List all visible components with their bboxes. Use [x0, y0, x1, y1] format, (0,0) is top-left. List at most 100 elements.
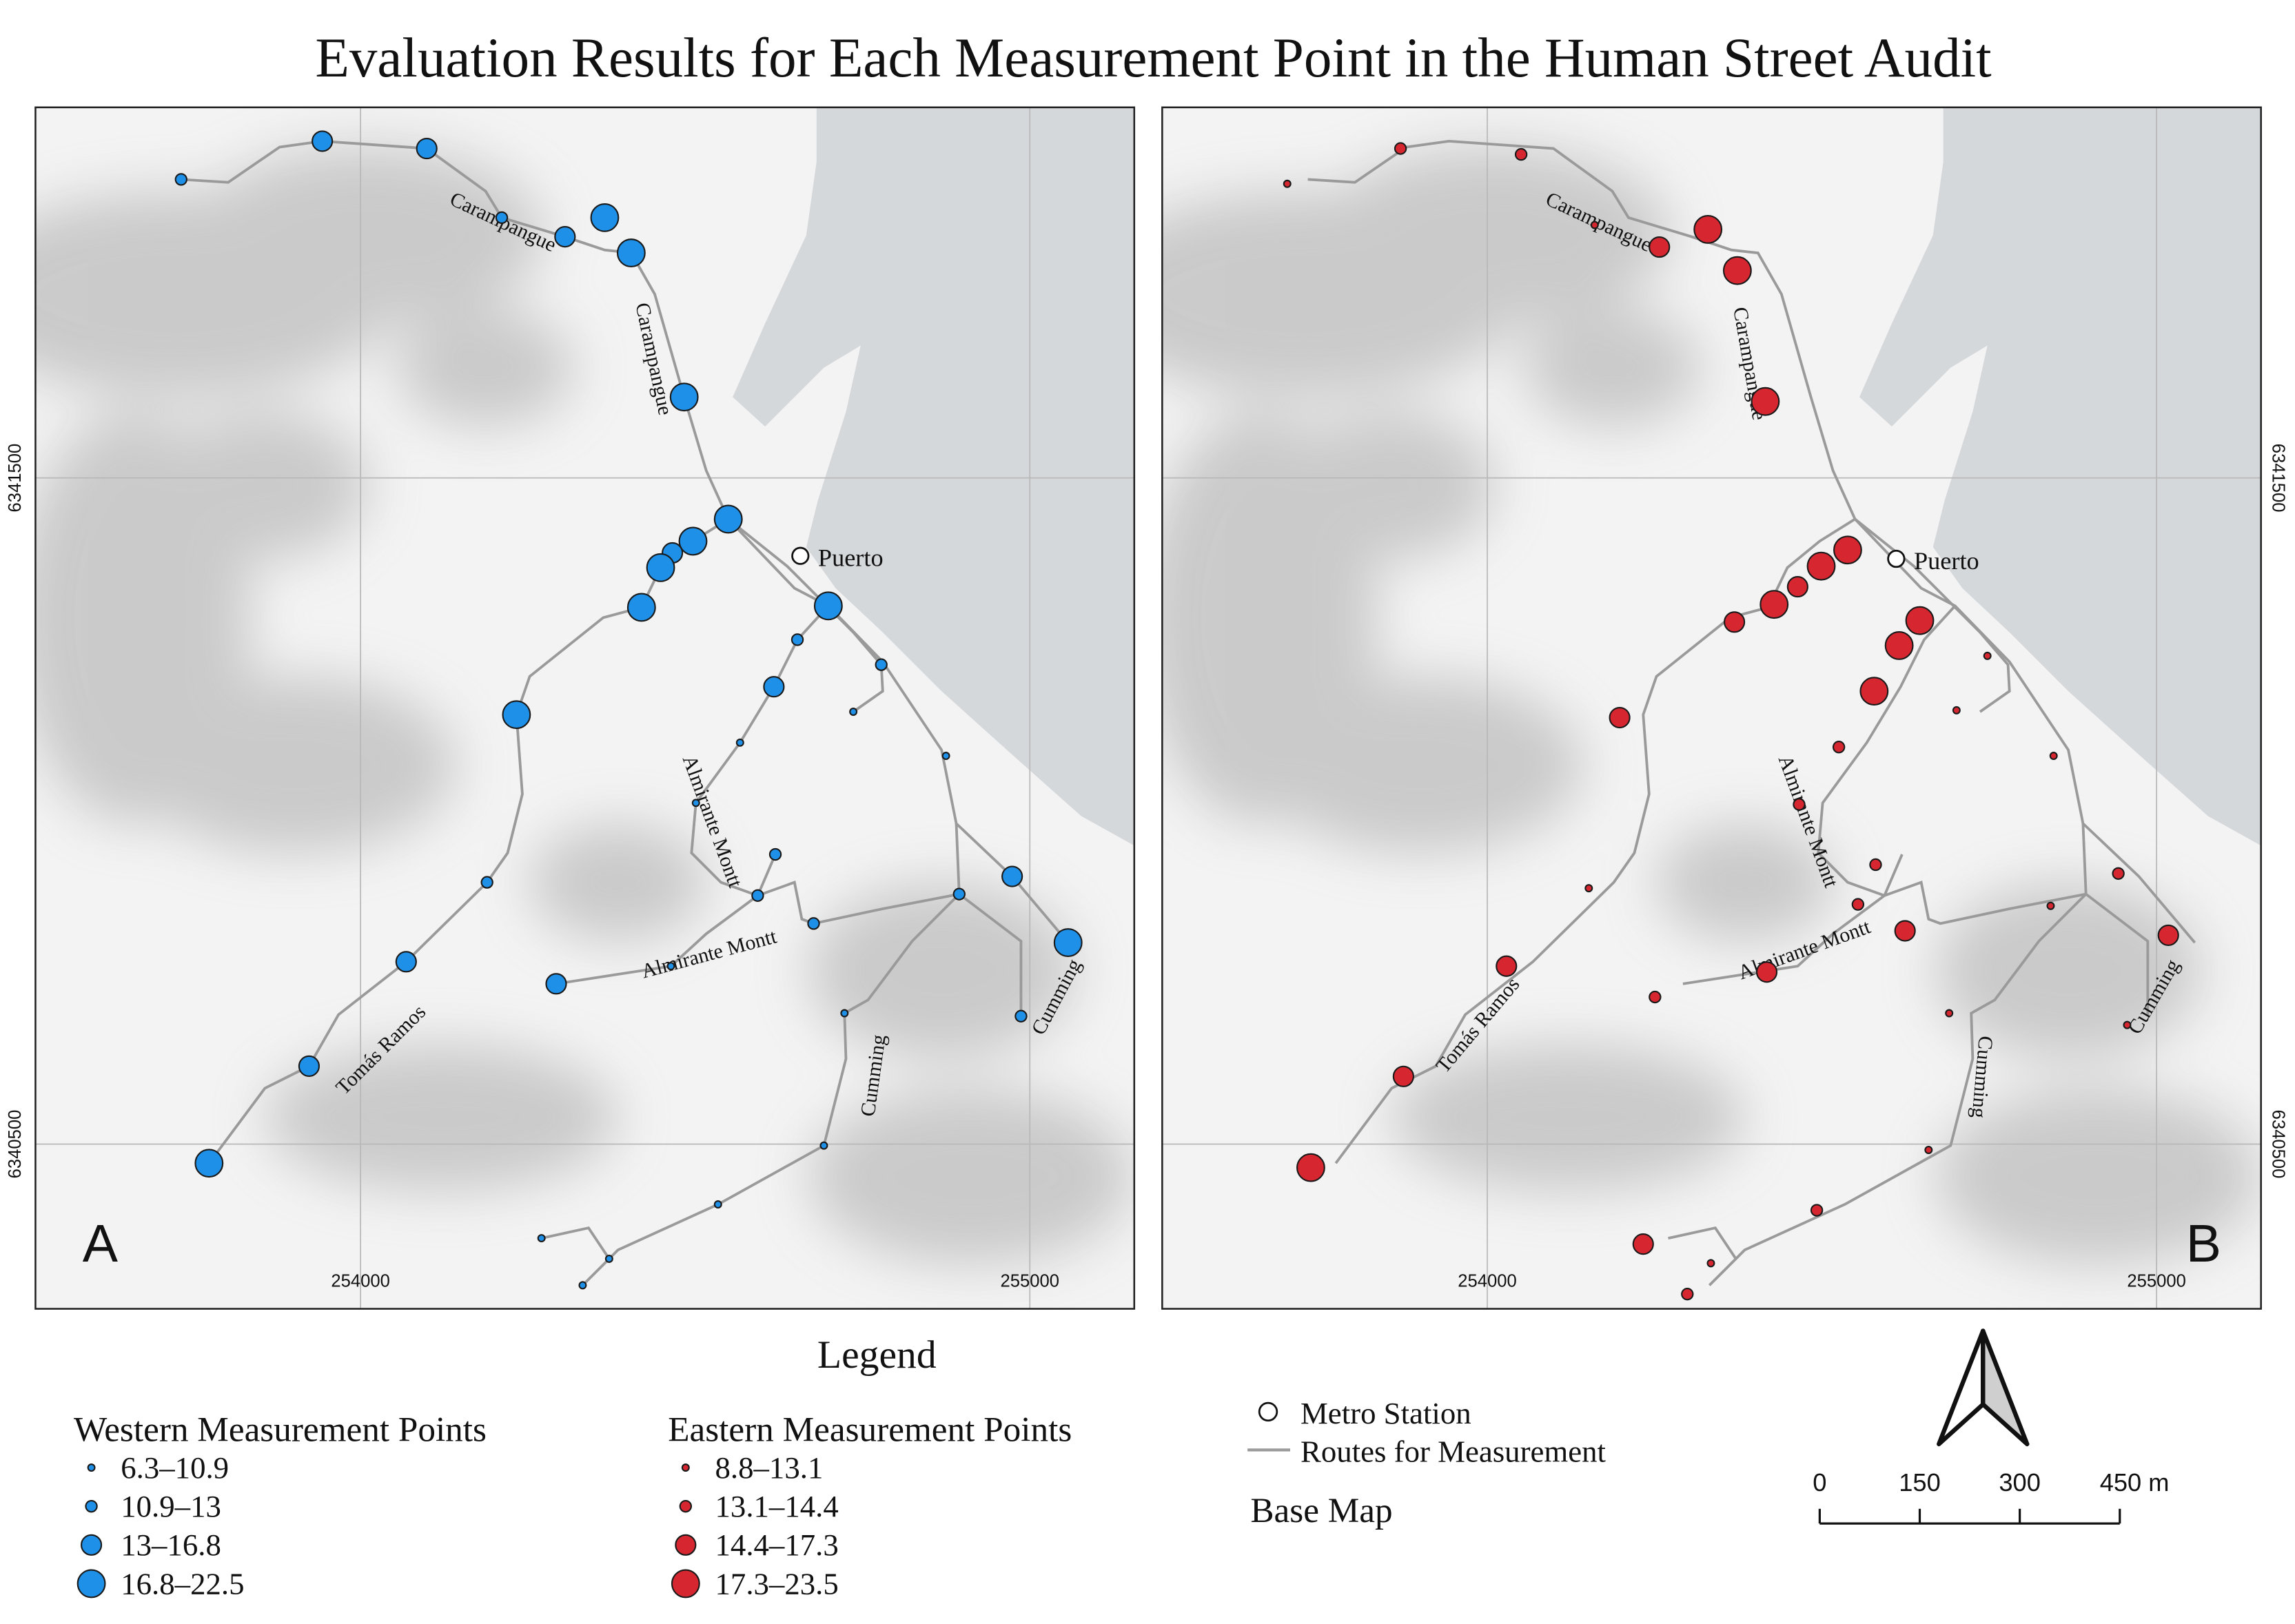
- route: [2085, 893, 2150, 1016]
- measurement-point: [312, 130, 334, 152]
- measurement-point: [1001, 865, 1023, 887]
- hill: [162, 411, 368, 559]
- measurement-point: [2112, 867, 2125, 880]
- measurement-point: [537, 1234, 546, 1243]
- legend-class: 13.1–14.4: [715, 1489, 839, 1523]
- route: [1881, 823, 2088, 925]
- measurement-point: [416, 137, 438, 160]
- x-coordinate-label: 254000: [1458, 1272, 1516, 1291]
- x-coordinate-label: 254000: [331, 1272, 389, 1291]
- measurement-point: [1905, 606, 1935, 635]
- panel-label: A: [83, 1214, 119, 1273]
- measurement-point: [807, 917, 820, 930]
- measurement-point: [1894, 920, 1916, 942]
- sea: [733, 107, 1134, 846]
- legend-symbol: [85, 1499, 98, 1513]
- sea: [1859, 107, 2261, 846]
- panel-frame: [1161, 106, 2262, 1310]
- measurement-point: [790, 633, 804, 646]
- route: [181, 139, 1070, 944]
- measurement-point: [691, 799, 700, 808]
- y-coordinate-label: 6340500: [6, 1110, 25, 1179]
- x-coordinate-label: 255000: [2127, 1272, 2185, 1291]
- title: Evaluation Results for Each Measurement …: [315, 27, 1992, 89]
- hill: [191, 147, 544, 324]
- route: [1708, 893, 2088, 1286]
- hill: [1288, 411, 1495, 559]
- measurement-point: [1632, 1233, 1654, 1255]
- hill: [265, 1044, 618, 1191]
- measurement-point: [194, 1149, 224, 1178]
- measurement-point: [646, 553, 675, 582]
- legend-group-title: Eastern Measurement Points: [668, 1410, 1072, 1450]
- scale-label: 300: [1999, 1468, 2041, 1497]
- measurement-point: [1722, 256, 1752, 285]
- measurement-point: [763, 676, 785, 698]
- measurement-point: [480, 876, 493, 889]
- metro-station: [791, 546, 810, 565]
- hill: [1318, 147, 1671, 324]
- north-arrow-left: [1937, 1328, 1986, 1447]
- measurement-point: [1786, 576, 1808, 598]
- route: [582, 893, 961, 1286]
- panel-frame: [34, 106, 1136, 1310]
- measurement-point: [713, 1200, 722, 1209]
- measurement-point: [626, 593, 656, 622]
- y-coordinate-label: 6341500: [6, 444, 25, 513]
- measurement-point: [1609, 706, 1631, 729]
- route: [690, 605, 830, 897]
- measurement-point: [875, 658, 888, 671]
- measurement-point: [840, 1009, 849, 1018]
- measurement-point: [1884, 631, 1914, 660]
- measurement-point: [1394, 142, 1407, 155]
- measurement-point: [1810, 1204, 1824, 1217]
- measurement-point: [751, 889, 764, 902]
- scale-label: 450 m: [2100, 1468, 2170, 1497]
- legend-symbol: [80, 1534, 103, 1556]
- route: [727, 517, 884, 713]
- legend-station-symbol: [1258, 1401, 1278, 1422]
- legend-route: Routes for Measurement: [1300, 1434, 1606, 1468]
- measurement-point: [813, 591, 843, 621]
- legend-symbol: [681, 1463, 690, 1472]
- measurement-point: [849, 708, 858, 716]
- measurement-point: [1851, 898, 1865, 911]
- hill: [1524, 309, 1701, 426]
- measurement-point: [578, 1281, 587, 1290]
- panel-label: B: [2186, 1214, 2221, 1273]
- measurement-point: [669, 382, 699, 412]
- measurement-point: [1392, 1065, 1414, 1087]
- legend-station: Metro Station: [1300, 1396, 1471, 1430]
- measurement-point: [941, 752, 950, 761]
- hill: [1259, 676, 1583, 853]
- measurement-point: [1924, 1146, 1933, 1154]
- legend-class: 8.8–13.1: [715, 1450, 824, 1485]
- route: [1334, 517, 1856, 1164]
- measurement-point: [298, 1055, 320, 1077]
- measurement-point: [2046, 901, 2055, 910]
- station-label: Puerto: [1914, 547, 1979, 575]
- measurement-point: [1296, 1153, 1325, 1182]
- y-coordinate-label: 6341500: [2269, 444, 2288, 513]
- measurement-point: [545, 973, 567, 995]
- legend-symbol: [679, 1499, 693, 1513]
- hill: [1935, 882, 2201, 1059]
- measurement-point: [1945, 1009, 1954, 1018]
- measurement-point: [590, 203, 620, 232]
- map-panel: [35, 107, 1134, 1309]
- hill: [397, 309, 574, 426]
- hill: [1656, 823, 1833, 941]
- legend-symbol: [76, 1569, 106, 1599]
- hill: [809, 882, 1074, 1059]
- hillshade: [1162, 147, 2260, 1265]
- route: [555, 894, 759, 985]
- measurement-point: [768, 847, 782, 861]
- measurement-point: [1755, 961, 1778, 983]
- measurement-point: [1514, 147, 1528, 161]
- measurement-point: [174, 173, 187, 186]
- measurement-point: [395, 951, 417, 973]
- measurement-point: [1649, 990, 1662, 1004]
- measurement-point: [1283, 179, 1292, 188]
- measurement-point: [1584, 884, 1593, 893]
